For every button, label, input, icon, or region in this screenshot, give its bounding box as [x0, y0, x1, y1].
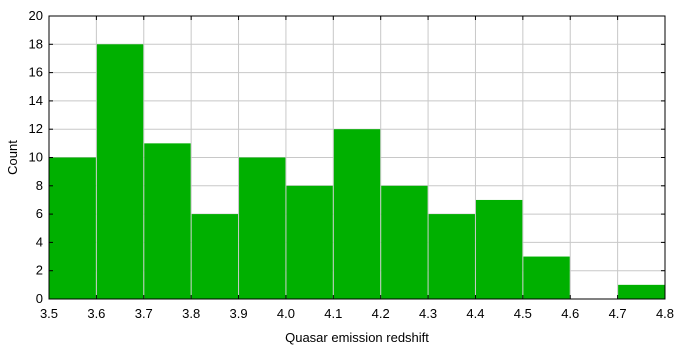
y-tick-label: 18 — [29, 36, 43, 51]
x-axis-title: Quasar emission redshift — [285, 330, 429, 345]
x-tick-label: 3.7 — [135, 306, 153, 321]
x-tick-labels: 3.5 3.6 3.7 3.8 3.9 4.0 4.1 4.2 4.3 4.4 4.5 4.6 4.7 4… — [40, 306, 674, 321]
y-tick-label: 14 — [29, 93, 43, 108]
x-tick-label: 4.5 — [514, 306, 532, 321]
histogram-bar — [381, 185, 428, 299]
x-tick-label: 4.3 — [419, 306, 437, 321]
x-tick-label: 4.7 — [609, 306, 627, 321]
y-tick-label: 10 — [29, 150, 43, 165]
histogram-bar — [475, 199, 523, 299]
histogram-bar — [523, 256, 570, 299]
y-tick-label: 16 — [29, 65, 43, 80]
y-tick-label: 4 — [36, 234, 43, 249]
tick-marks — [48, 15, 666, 300]
y-tick-label: 20 — [29, 8, 43, 23]
y-axis-title: Count — [5, 140, 20, 175]
histogram-bar — [333, 129, 381, 299]
y-tick-label: 6 — [36, 206, 43, 221]
x-tick-label: 4.6 — [561, 306, 579, 321]
x-tick-label: 3.6 — [87, 306, 105, 321]
histogram-bar — [49, 157, 96, 299]
bars — [49, 44, 665, 299]
y-tick-label: 12 — [29, 121, 43, 136]
x-tick-label: 4.2 — [372, 306, 390, 321]
histogram-bar — [618, 284, 665, 299]
x-tick-label: 4.8 — [656, 306, 674, 321]
x-tick-label: 4.0 — [277, 306, 295, 321]
histogram-bar — [428, 214, 475, 299]
x-tick-label: 4.4 — [466, 306, 484, 321]
y-tick-label: 0 — [36, 291, 43, 306]
x-tick-label: 4.1 — [324, 306, 342, 321]
y-tick-label: 8 — [36, 178, 43, 193]
histogram-bar — [144, 143, 191, 299]
x-tick-label: 3.5 — [40, 306, 58, 321]
x-tick-label: 3.9 — [229, 306, 247, 321]
histogram-bar — [286, 185, 333, 299]
histogram-bar — [96, 44, 144, 299]
histogram-bar — [191, 214, 239, 299]
y-tick-labels: 0 2 4 6 8 10 12 14 16 18 20 — [29, 8, 43, 306]
x-tick-label: 3.8 — [182, 306, 200, 321]
histogram-bar — [239, 157, 286, 299]
y-tick-label: 2 — [36, 263, 43, 278]
